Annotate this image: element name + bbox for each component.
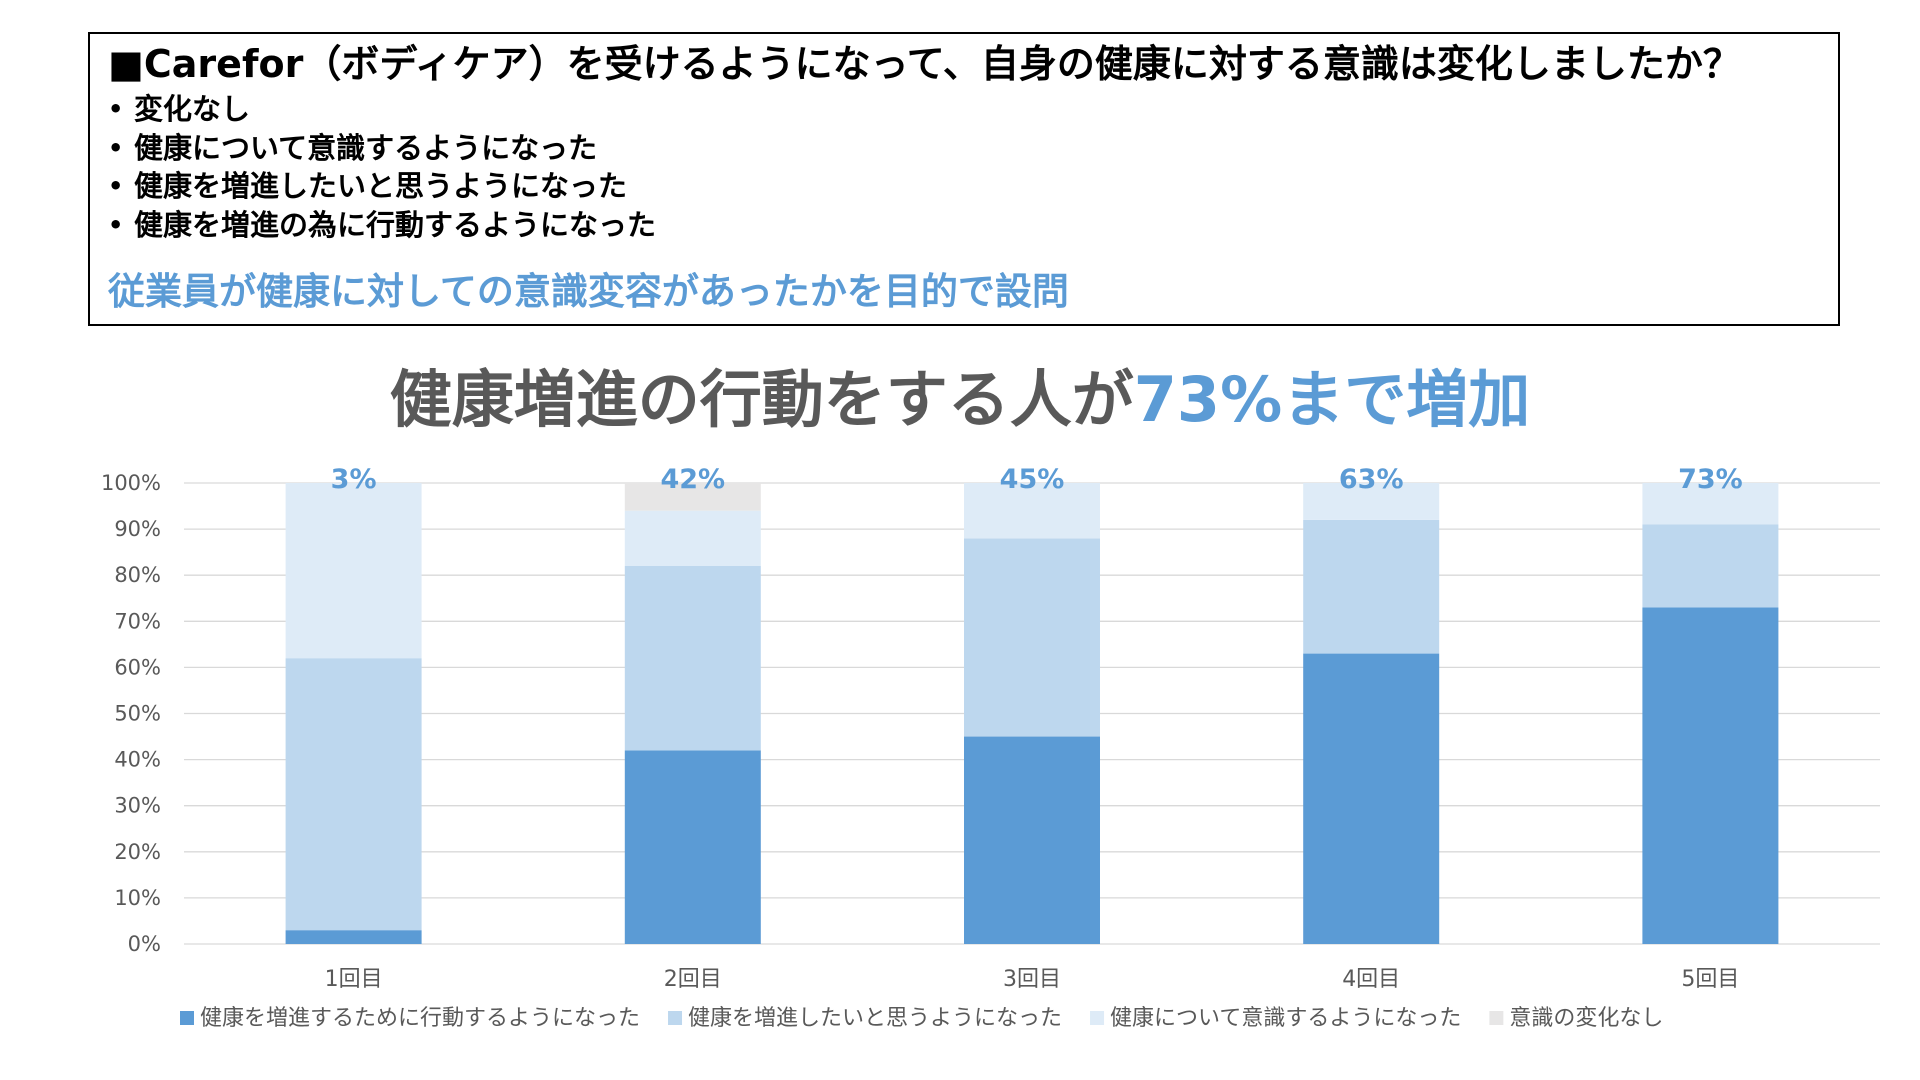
legend-swatch	[1090, 1011, 1105, 1025]
data-label: 42%	[660, 464, 725, 495]
answer-option: 変化なし	[108, 90, 1824, 129]
headline-part1: 健康増進の行動をする人が	[389, 363, 1134, 436]
bar-segment	[964, 483, 1100, 539]
survey-question: ■Carefor（ボディケア）を受けるようになって、自身の健康に対する意識は変化…	[108, 42, 1741, 86]
bar-segment	[285, 658, 422, 931]
y-tick-label: 20%	[114, 840, 161, 864]
y-tick-label: 30%	[114, 794, 161, 818]
x-tick-label: 5回目	[1681, 967, 1739, 992]
answer-options-list: 変化なし 健康について意識するようになった 健康を増進したいと思うようになった …	[108, 90, 1824, 244]
bar-segment	[624, 483, 761, 511]
legend-swatch	[1489, 1011, 1504, 1025]
answer-option: 健康を増進したいと思うようになった	[108, 167, 1824, 206]
data-label: 63%	[1339, 464, 1404, 495]
y-tick-label: 40%	[114, 748, 161, 772]
headline-highlight: 73%まで増加	[1133, 363, 1531, 436]
bar-segment	[1303, 653, 1440, 944]
x-tick-label: 1回目	[325, 967, 383, 992]
answer-option: 健康を増進の為に行動するようになった	[108, 206, 1824, 245]
legend-label: 意識の変化なし	[1509, 1006, 1663, 1031]
answer-option: 健康について意識するようになった	[108, 129, 1824, 168]
x-tick-label: 2回目	[664, 967, 722, 992]
y-tick-label: 100%	[101, 471, 161, 495]
y-tick-label: 80%	[114, 563, 161, 587]
bar-segment	[1642, 607, 1779, 944]
data-label: 3%	[331, 464, 377, 495]
legend-label: 健康について意識するようになった	[1110, 1006, 1461, 1031]
bar-segment	[1303, 519, 1440, 654]
bar-segment	[624, 750, 761, 944]
bar-segment	[285, 483, 422, 659]
question-purpose: 従業員が健康に対しての意識変容があったかを目的で設問	[108, 270, 1069, 313]
y-tick-label: 50%	[114, 702, 161, 726]
x-tick-label: 3回目	[1003, 967, 1061, 992]
bar-segment	[1642, 524, 1779, 608]
x-tick-label: 4回目	[1342, 967, 1400, 992]
question-box: ■Carefor（ボディケア）を受けるようになって、自身の健康に対する意識は変化…	[88, 32, 1840, 326]
y-tick-label: 60%	[114, 655, 161, 679]
bar-segment	[624, 565, 761, 751]
bar-segment	[285, 930, 422, 944]
bar-segment	[1303, 483, 1440, 520]
y-tick-label: 90%	[114, 517, 161, 541]
bar-segment	[624, 510, 761, 566]
legend-swatch	[668, 1011, 683, 1025]
data-label: 73%	[1678, 464, 1743, 495]
y-tick-label: 10%	[114, 886, 161, 910]
legend-label: 健康を増進したいと思うようになった	[688, 1006, 1062, 1031]
bar-segment	[1642, 483, 1779, 525]
y-tick-label: 0%	[128, 932, 161, 956]
legend-label: 健康を増進するために行動するようになった	[200, 1006, 640, 1031]
bar-segment	[964, 736, 1100, 944]
bar-segment	[964, 538, 1100, 737]
y-tick-label: 70%	[114, 609, 161, 633]
legend-swatch	[180, 1011, 194, 1025]
data-label: 45%	[1000, 464, 1065, 495]
chart-headline: 健康増進の行動をする人が73%まで増加	[0, 360, 1920, 440]
